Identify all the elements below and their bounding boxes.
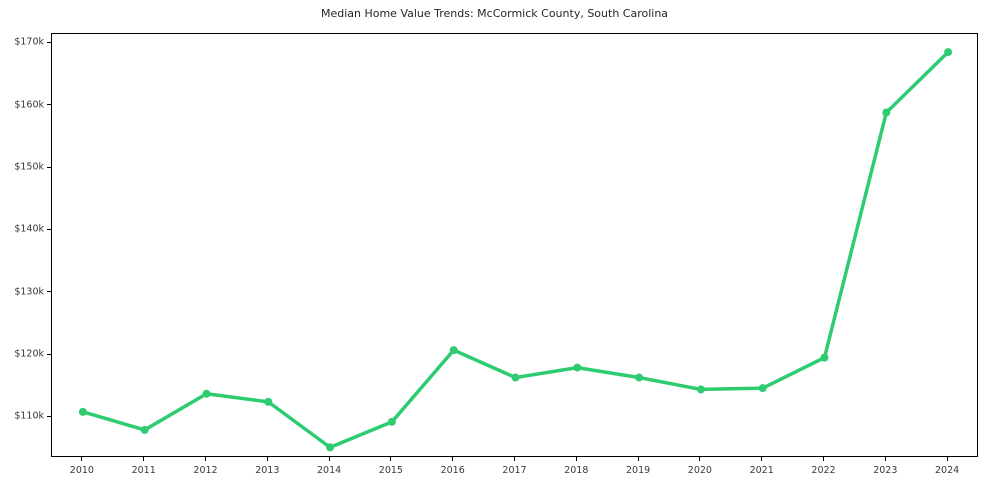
x-tick-mark bbox=[699, 457, 701, 461]
x-tick-label: 2017 bbox=[502, 465, 527, 476]
data-point-marker bbox=[140, 425, 149, 434]
y-tick-mark bbox=[47, 415, 51, 418]
x-tick-mark bbox=[823, 457, 825, 461]
x-tick-label: 2013 bbox=[255, 465, 280, 476]
x-tick-mark bbox=[452, 457, 454, 461]
plot-area bbox=[51, 33, 978, 457]
x-tick-mark bbox=[205, 457, 207, 461]
data-point-marker bbox=[511, 373, 520, 382]
x-tick-mark bbox=[946, 457, 948, 461]
x-tick-label: 2014 bbox=[317, 465, 342, 476]
x-tick-label: 2016 bbox=[440, 465, 465, 476]
x-tick-label: 2015 bbox=[378, 465, 403, 476]
x-tick-mark bbox=[143, 457, 145, 461]
data-point-marker bbox=[573, 363, 582, 372]
y-tick-label: $120k bbox=[14, 348, 44, 360]
data-point-marker bbox=[758, 384, 767, 393]
x-tick-label: 2012 bbox=[193, 465, 218, 476]
data-point-marker bbox=[944, 48, 953, 57]
x-tick-mark bbox=[81, 457, 83, 461]
y-tick-mark bbox=[47, 166, 51, 168]
x-tick-mark bbox=[884, 457, 886, 461]
data-point-marker bbox=[449, 346, 458, 355]
y-tick-label: $150k bbox=[14, 161, 44, 173]
x-tick-label: 2010 bbox=[69, 465, 94, 476]
y-tick-mark bbox=[47, 41, 51, 43]
data-point-marker bbox=[696, 385, 705, 394]
x-tick-label: 2022 bbox=[811, 465, 836, 476]
x-tick-label: 2023 bbox=[873, 465, 898, 476]
y-tick-label: $140k bbox=[14, 223, 44, 235]
x-tick-mark bbox=[390, 457, 392, 461]
y-tick-mark bbox=[47, 104, 51, 106]
x-tick-mark bbox=[266, 457, 268, 461]
y-tick-mark bbox=[47, 228, 51, 230]
x-tick-label: 2020 bbox=[687, 465, 712, 476]
line-chart-svg bbox=[78, 48, 953, 452]
data-point-marker bbox=[78, 407, 87, 416]
y-tick-mark bbox=[47, 291, 51, 293]
x-tick-mark bbox=[761, 457, 763, 461]
x-tick-mark bbox=[514, 457, 516, 461]
x-tick-mark bbox=[637, 457, 639, 461]
x-tick-label: 2019 bbox=[626, 465, 651, 476]
y-tick-label: $130k bbox=[14, 286, 44, 298]
data-point-marker bbox=[820, 353, 829, 362]
x-tick-label: 2021 bbox=[749, 465, 774, 476]
y-tick-label: $160k bbox=[14, 99, 44, 111]
x-tick-mark bbox=[328, 457, 330, 461]
data-point-marker bbox=[882, 108, 891, 117]
y-tick-label: $170k bbox=[14, 36, 44, 48]
x-tick-mark bbox=[575, 457, 577, 461]
data-point-marker bbox=[635, 373, 644, 382]
y-tick-label: $110k bbox=[14, 410, 44, 422]
data-point-marker bbox=[202, 389, 211, 398]
x-tick-label: 2018 bbox=[564, 465, 589, 476]
y-tick-mark bbox=[47, 353, 51, 355]
series-line bbox=[81, 50, 950, 450]
x-tick-label: 2024 bbox=[935, 465, 960, 476]
data-point-marker bbox=[326, 443, 335, 452]
data-point-marker bbox=[264, 397, 273, 406]
x-tick-label: 2011 bbox=[131, 465, 156, 476]
chart-title: Median Home Value Trends: McCormick Coun… bbox=[320, 7, 669, 20]
data-point-marker bbox=[387, 417, 396, 426]
